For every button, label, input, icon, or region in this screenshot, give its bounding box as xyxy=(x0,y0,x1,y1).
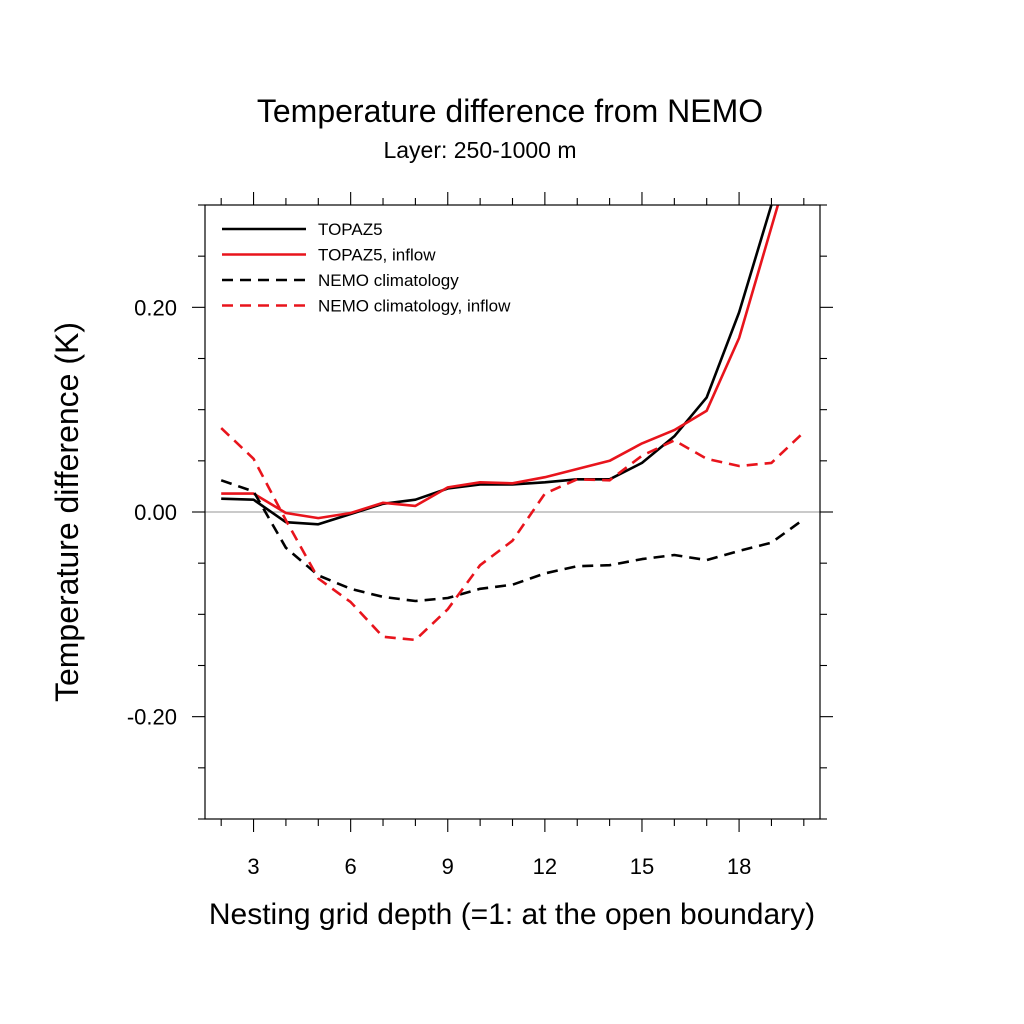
series-line-4 xyxy=(220,427,805,642)
y-axis-label: Temperature difference (K) xyxy=(49,322,85,702)
x-tick-label: 9 xyxy=(442,854,454,879)
x-tick-label: 18 xyxy=(727,854,751,879)
x-tick-label: 12 xyxy=(533,854,557,879)
series-line-2 xyxy=(221,205,780,520)
series-layer xyxy=(220,205,805,642)
chart-title: Temperature difference from NEMO xyxy=(257,93,763,129)
legend-entry-2: TOPAZ5, inflow xyxy=(318,246,436,265)
x-tick-label: 6 xyxy=(345,854,357,879)
x-axis-label: Nesting grid depth (=1: at the open boun… xyxy=(209,898,815,931)
chart-subtitle: Layer: 250-1000 m xyxy=(383,137,576,163)
legend: TOPAZ5 TOPAZ5, inflow NEMO climatology NEMO… xyxy=(222,220,511,316)
y-tick-label: -0.20 xyxy=(127,705,177,730)
legend-entry-4: NEMO climatology, inflow xyxy=(318,297,511,316)
axis-layer: 3 6 9 12 15 18 -0.20 0.00 0.20 xyxy=(127,192,833,879)
series-line-1 xyxy=(221,205,773,526)
x-tick-label: 3 xyxy=(247,854,259,879)
y-tick-label: 0.00 xyxy=(134,500,177,525)
legend-entry-3: NEMO climatology xyxy=(318,271,459,290)
x-tick-label: 15 xyxy=(630,854,654,879)
y-tick-label: 0.20 xyxy=(134,295,177,320)
legend-entry-1: TOPAZ5 xyxy=(318,220,383,239)
